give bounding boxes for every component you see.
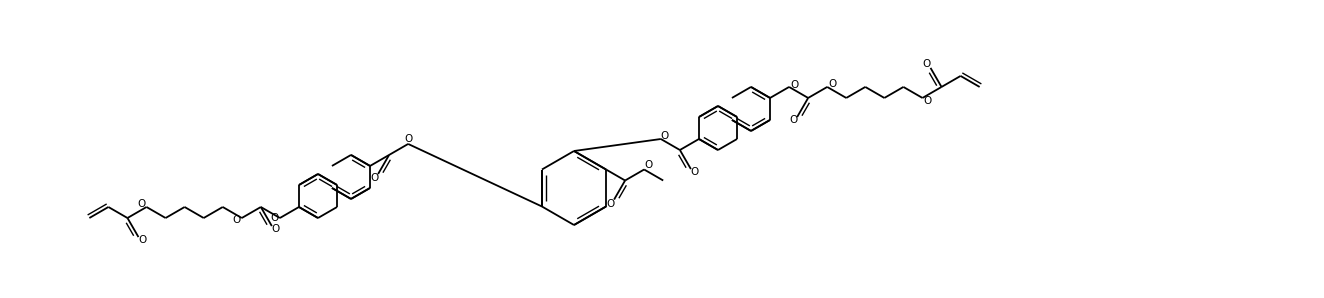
Text: O: O	[790, 80, 798, 90]
Text: O: O	[233, 215, 241, 225]
Text: O: O	[691, 167, 699, 177]
Text: O: O	[606, 198, 614, 209]
Text: O: O	[923, 59, 931, 69]
Text: O: O	[661, 131, 669, 141]
Text: O: O	[271, 224, 279, 234]
Text: O: O	[138, 199, 146, 209]
Text: O: O	[404, 134, 412, 144]
Text: O: O	[789, 115, 797, 125]
Text: O: O	[271, 213, 279, 223]
Text: O: O	[369, 173, 379, 183]
Text: O: O	[138, 235, 147, 245]
Text: O: O	[828, 79, 837, 89]
Text: O: O	[923, 96, 932, 106]
Text: O: O	[643, 161, 653, 170]
